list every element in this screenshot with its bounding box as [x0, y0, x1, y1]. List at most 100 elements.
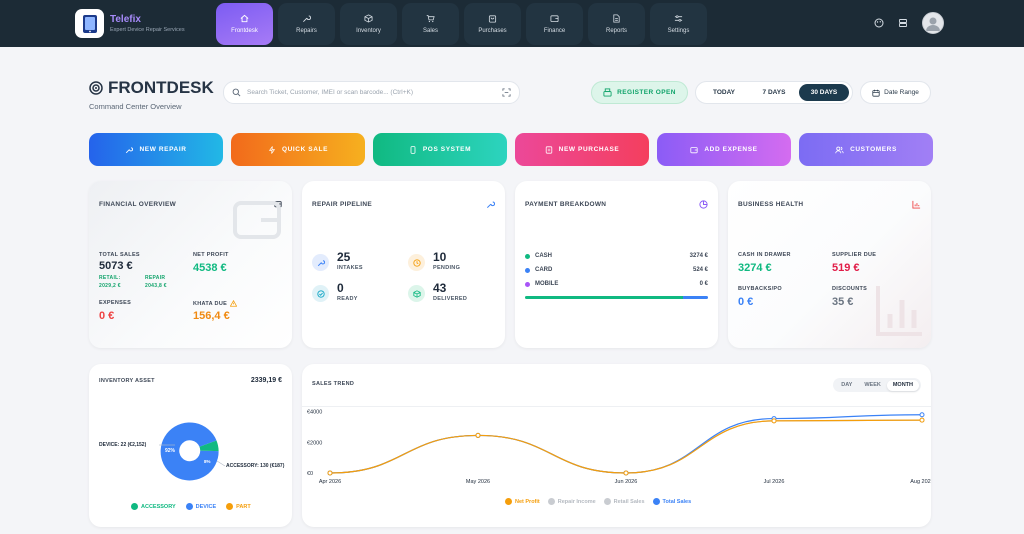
- nav-settings[interactable]: Settings: [650, 2, 707, 45]
- pending-label: PENDING: [433, 265, 461, 271]
- brand-name: Telefix: [110, 14, 141, 25]
- ready-count: 0: [337, 281, 344, 295]
- nav-sales[interactable]: Sales: [402, 2, 459, 45]
- khata-due-value: 156,4 €: [193, 310, 230, 322]
- legend-item-retail-sales[interactable]: Retail Sales: [603, 498, 645, 505]
- range-30-days[interactable]: 30 DAYS: [799, 84, 849, 101]
- nav-reports[interactable]: Reports: [588, 2, 645, 45]
- period-tabs: DAY WEEK MONTH: [833, 378, 921, 392]
- search-input[interactable]: [247, 89, 496, 96]
- scan-icon[interactable]: [502, 88, 511, 97]
- x-tick-label: May 2026: [466, 479, 490, 485]
- supplier-due-label: SUPPLIER DUE: [832, 252, 877, 258]
- card-share-segment: [682, 296, 708, 299]
- range-7-days[interactable]: 7 DAYS: [762, 89, 786, 96]
- warning-icon: [230, 300, 238, 307]
- nav-label: Repairs: [296, 27, 317, 34]
- nav-inventory[interactable]: Inventory: [340, 2, 397, 45]
- legend-item-device[interactable]: DEVICE: [185, 503, 216, 510]
- financial-overview-card: FINANCIAL OVERVIEW TOTAL SALES 5073 € RE…: [89, 181, 292, 348]
- action-label: CUSTOMERS: [850, 146, 897, 153]
- quick-sale-button[interactable]: QUICK SALE: [231, 133, 365, 166]
- palette-icon[interactable]: [874, 18, 884, 28]
- tab-week[interactable]: WEEK: [864, 381, 881, 388]
- customers-button[interactable]: CUSTOMERS: [799, 133, 933, 166]
- legend-dot: [185, 503, 193, 510]
- cash-in-drawer-label: CASH IN DRAWER: [738, 252, 791, 258]
- new-repair-button[interactable]: NEW REPAIR: [89, 133, 223, 166]
- page-subtitle: Command Center Overview: [89, 102, 182, 111]
- device-pct-label: 92%: [165, 448, 176, 454]
- legend-label: ACCESSORY: [141, 503, 176, 510]
- delivered-count: 43: [433, 281, 447, 295]
- intakes-count: 25: [337, 250, 351, 264]
- legend-item-total-sales[interactable]: Total Sales: [652, 498, 691, 505]
- legend-label: Retail Sales: [613, 498, 645, 505]
- brand-logo: [75, 9, 104, 38]
- total-sales-value: 5073 €: [99, 260, 133, 272]
- legend-dot: [652, 498, 660, 505]
- legend-label: Net Profit: [515, 498, 540, 505]
- inventory-donut: 92% 8%: [159, 422, 226, 481]
- legend-item-repair-income[interactable]: Repair Income: [547, 498, 596, 505]
- nav-label: Inventory: [356, 27, 381, 34]
- date-range-button[interactable]: Date Range: [860, 81, 931, 104]
- expenses-value: 0 €: [99, 310, 115, 322]
- total-sales-label: TOTAL SALES: [99, 252, 140, 258]
- inventory-total: 2339,19 €: [250, 377, 282, 384]
- x-tick-label: Jun 2026: [615, 479, 638, 485]
- x-tick-label: Jul 2026: [764, 479, 785, 485]
- users-icon: [835, 146, 844, 153]
- nav-purchases[interactable]: Purchases: [464, 2, 521, 45]
- range-today[interactable]: TODAY: [712, 89, 736, 96]
- x-tick-label: Apr 2026: [319, 479, 341, 485]
- x-tick-label: Aug 2026: [910, 479, 931, 485]
- legend-item-accessory[interactable]: ACCESSORY: [131, 503, 176, 510]
- tab-day[interactable]: DAY: [841, 381, 853, 388]
- payment-amount: 524 €: [692, 267, 708, 273]
- net-profit-value: 4538 €: [193, 262, 227, 274]
- nav-label: Reports: [605, 27, 627, 34]
- payment-label: CARD: [535, 267, 553, 273]
- bar-chart-icon[interactable]: [912, 200, 921, 209]
- data-point[interactable]: [919, 417, 925, 423]
- server-icon[interactable]: [898, 18, 908, 28]
- retail-value: 2029,2 €: [99, 283, 121, 289]
- data-point[interactable]: [475, 432, 481, 438]
- payment-row-mobile: MOBILE 0 €: [525, 279, 708, 289]
- register-icon: [603, 88, 612, 97]
- ready-check-icon: [312, 285, 329, 302]
- data-point[interactable]: [623, 470, 629, 476]
- legend-item-part[interactable]: PART: [226, 503, 251, 510]
- legend-item-net-profit[interactable]: Net Profit: [505, 498, 540, 505]
- tab-month[interactable]: MONTH: [886, 379, 919, 391]
- payment-share-bar: [525, 296, 708, 299]
- search-bar[interactable]: [223, 81, 520, 104]
- device-slice: [160, 422, 219, 481]
- brand[interactable]: Telefix Expert Device Repair Services: [75, 9, 210, 38]
- legend-dot: [603, 498, 611, 505]
- pending-clock-icon: [408, 254, 425, 271]
- new-purchase-button[interactable]: NEW PURCHASE: [515, 133, 649, 166]
- document-icon: [613, 13, 620, 23]
- add-expense-button[interactable]: ADD EXPENSE: [657, 133, 791, 166]
- nav-frontdesk[interactable]: Frontdesk: [216, 2, 273, 45]
- date-range-selector: TODAY 7 DAYS 30 DAYS: [695, 81, 853, 104]
- nav-label: Settings: [667, 27, 690, 34]
- nav-repairs[interactable]: Repairs: [278, 2, 335, 45]
- card-dot: [525, 267, 530, 273]
- data-point[interactable]: [771, 418, 777, 424]
- nav-finance[interactable]: Finance: [526, 2, 583, 45]
- bag-icon: [488, 14, 497, 23]
- pie-clock-icon[interactable]: [699, 200, 708, 209]
- register-status-button[interactable]: REGISTER OPEN: [591, 81, 688, 104]
- pos-system-button[interactable]: POS SYSTEM: [373, 133, 507, 166]
- wrench-icon[interactable]: [486, 200, 495, 209]
- user-avatar[interactable]: [922, 12, 944, 34]
- box-icon: [364, 13, 373, 23]
- date-range-label: Date Range: [884, 89, 919, 96]
- data-point[interactable]: [919, 412, 925, 418]
- nav-label: Purchases: [478, 27, 507, 34]
- legend-dot: [131, 503, 138, 510]
- data-point[interactable]: [327, 470, 333, 476]
